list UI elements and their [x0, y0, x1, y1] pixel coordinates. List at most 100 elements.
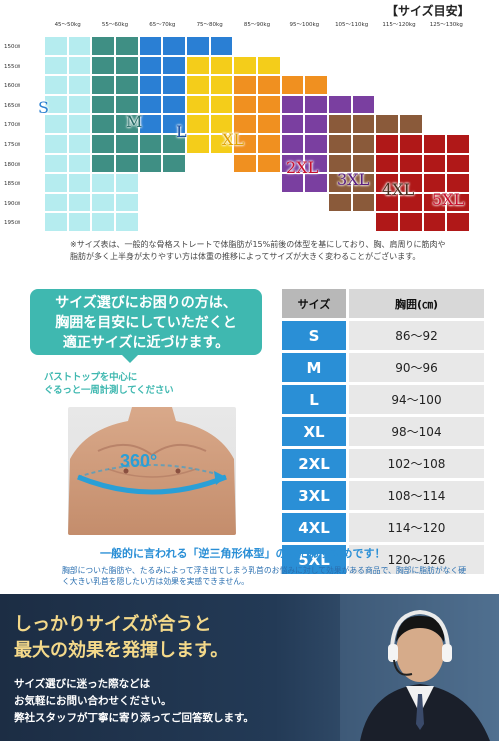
weight-label: 125～130kg — [429, 22, 463, 28]
grid-cell — [67, 212, 92, 232]
banner-head-1: しっかりサイズが合うと — [14, 614, 212, 635]
grid-cell — [280, 94, 305, 115]
size-note: ※サイズ表は、一般的な骨格ストレートで体脂肪が15%前後の体型を基にしており、胸… — [70, 240, 446, 261]
grid-cell — [399, 134, 423, 154]
grid-cell — [138, 134, 163, 154]
size-grid — [44, 36, 470, 232]
grid-cell — [304, 114, 328, 134]
grid-cell — [304, 94, 328, 115]
grid-cell — [257, 134, 281, 154]
grid-cell — [44, 55, 68, 76]
grid-cell — [138, 94, 163, 115]
grid-cell — [91, 153, 115, 174]
grid-cell — [446, 153, 470, 174]
grid-cell — [328, 134, 352, 154]
height-label: 165㎝ — [4, 102, 20, 109]
grid-cell — [375, 153, 399, 174]
grid-cell — [280, 134, 305, 154]
row-chest: 90～96 — [349, 353, 484, 382]
grid-cell — [44, 94, 68, 115]
table-row: 2XL 102～108 — [282, 449, 484, 478]
grid-cell — [91, 134, 115, 154]
grid-cell — [399, 212, 423, 232]
degree-text: 360° — [120, 451, 157, 471]
grid-cell — [375, 134, 399, 154]
grid-cell — [422, 173, 447, 193]
row-size: XL — [282, 417, 346, 446]
grid-cell — [304, 134, 328, 154]
grid-cell — [91, 75, 115, 95]
torso-illustration: 360° — [68, 407, 236, 535]
grid-cell — [44, 134, 68, 154]
grid-cell — [257, 55, 281, 76]
size-label: 5XL — [432, 190, 465, 209]
banner-headline: しっかりサイズが合うと 最大の効果を発揮します。 — [14, 612, 228, 664]
grid-cell — [115, 192, 139, 213]
grid-cell — [422, 212, 447, 232]
row-chest: 120～126 — [349, 545, 484, 574]
row-chest: 94～100 — [349, 385, 484, 414]
grid-cell — [115, 173, 139, 193]
grid-cell — [351, 134, 376, 154]
grid-cell — [186, 134, 210, 154]
grid-cell — [233, 75, 257, 95]
grid-cell — [91, 55, 115, 76]
grid-cell — [280, 75, 305, 95]
grid-cell — [375, 114, 399, 134]
measure-instruction: バストトップを中心に ぐるっと一周計測してください — [44, 371, 174, 397]
grid-cell — [209, 94, 234, 115]
grid-cell — [44, 212, 68, 232]
grid-cell — [233, 153, 257, 174]
grid-cell — [257, 75, 281, 95]
grid-cell — [91, 192, 115, 213]
grid-cell — [162, 75, 186, 95]
weight-label: 85～90kg — [243, 22, 271, 28]
grid-cell — [162, 55, 186, 76]
grid-cell — [209, 114, 234, 134]
grid-cell — [186, 36, 210, 56]
grid-cell — [399, 192, 423, 213]
grid-cell — [162, 114, 186, 134]
grid-cell — [328, 173, 352, 193]
grid-cell — [44, 114, 68, 134]
grid-cell — [67, 192, 92, 213]
advice-bubble: サイズ選びにお困りの方は、 胸囲を目安にしていただくと 適正サイズに近づけます。 — [30, 289, 262, 355]
grid-cell — [67, 173, 92, 193]
grid-cell — [138, 55, 163, 76]
grid-cell — [375, 212, 399, 232]
height-label: 185㎝ — [4, 181, 20, 188]
grid-cell — [399, 114, 423, 134]
weight-label: 115～120kg — [382, 22, 416, 28]
table-row: S 86～92 — [282, 321, 484, 350]
grid-cell — [91, 36, 115, 56]
header-chest: 胸囲(㎝) — [349, 289, 484, 318]
grid-cell — [304, 173, 328, 193]
row-chest: 86～92 — [349, 321, 484, 350]
grid-cell — [446, 134, 470, 154]
banner-body: サイズ選びに迷った際などは お気軽にお問い合わせください。 弊社スタッフが丁寧に… — [14, 676, 254, 727]
height-label: 170㎝ — [4, 122, 20, 129]
grid-cell — [399, 173, 423, 193]
grid-cell — [44, 192, 68, 213]
grid-cell — [91, 114, 115, 134]
size-guide-title: 【サイズ目安】 — [386, 4, 470, 18]
grid-cell — [115, 134, 139, 154]
grid-cell — [351, 114, 376, 134]
height-label: 150㎝ — [4, 44, 20, 50]
row-chest: 108～114 — [349, 481, 484, 510]
size-label: XL — [222, 130, 245, 149]
row-size: M — [282, 353, 346, 382]
grid-cell — [328, 192, 352, 213]
grid-cell — [67, 36, 92, 56]
banner-head-2: 最大の効果を発揮します。 — [14, 640, 229, 661]
weight-label: 75～80kg — [196, 22, 223, 28]
height-label: 175㎝ — [4, 142, 20, 148]
grid-cell — [351, 192, 376, 213]
size-label: M — [126, 112, 143, 131]
size-label: 4XL — [382, 180, 415, 199]
height-label: 180㎝ — [4, 161, 20, 168]
grid-cell — [67, 55, 92, 76]
grid-cell — [209, 134, 234, 154]
advice-line-3: 適正サイズに近づけます。 — [62, 335, 230, 351]
weight-label: 95～100kg — [289, 22, 320, 28]
